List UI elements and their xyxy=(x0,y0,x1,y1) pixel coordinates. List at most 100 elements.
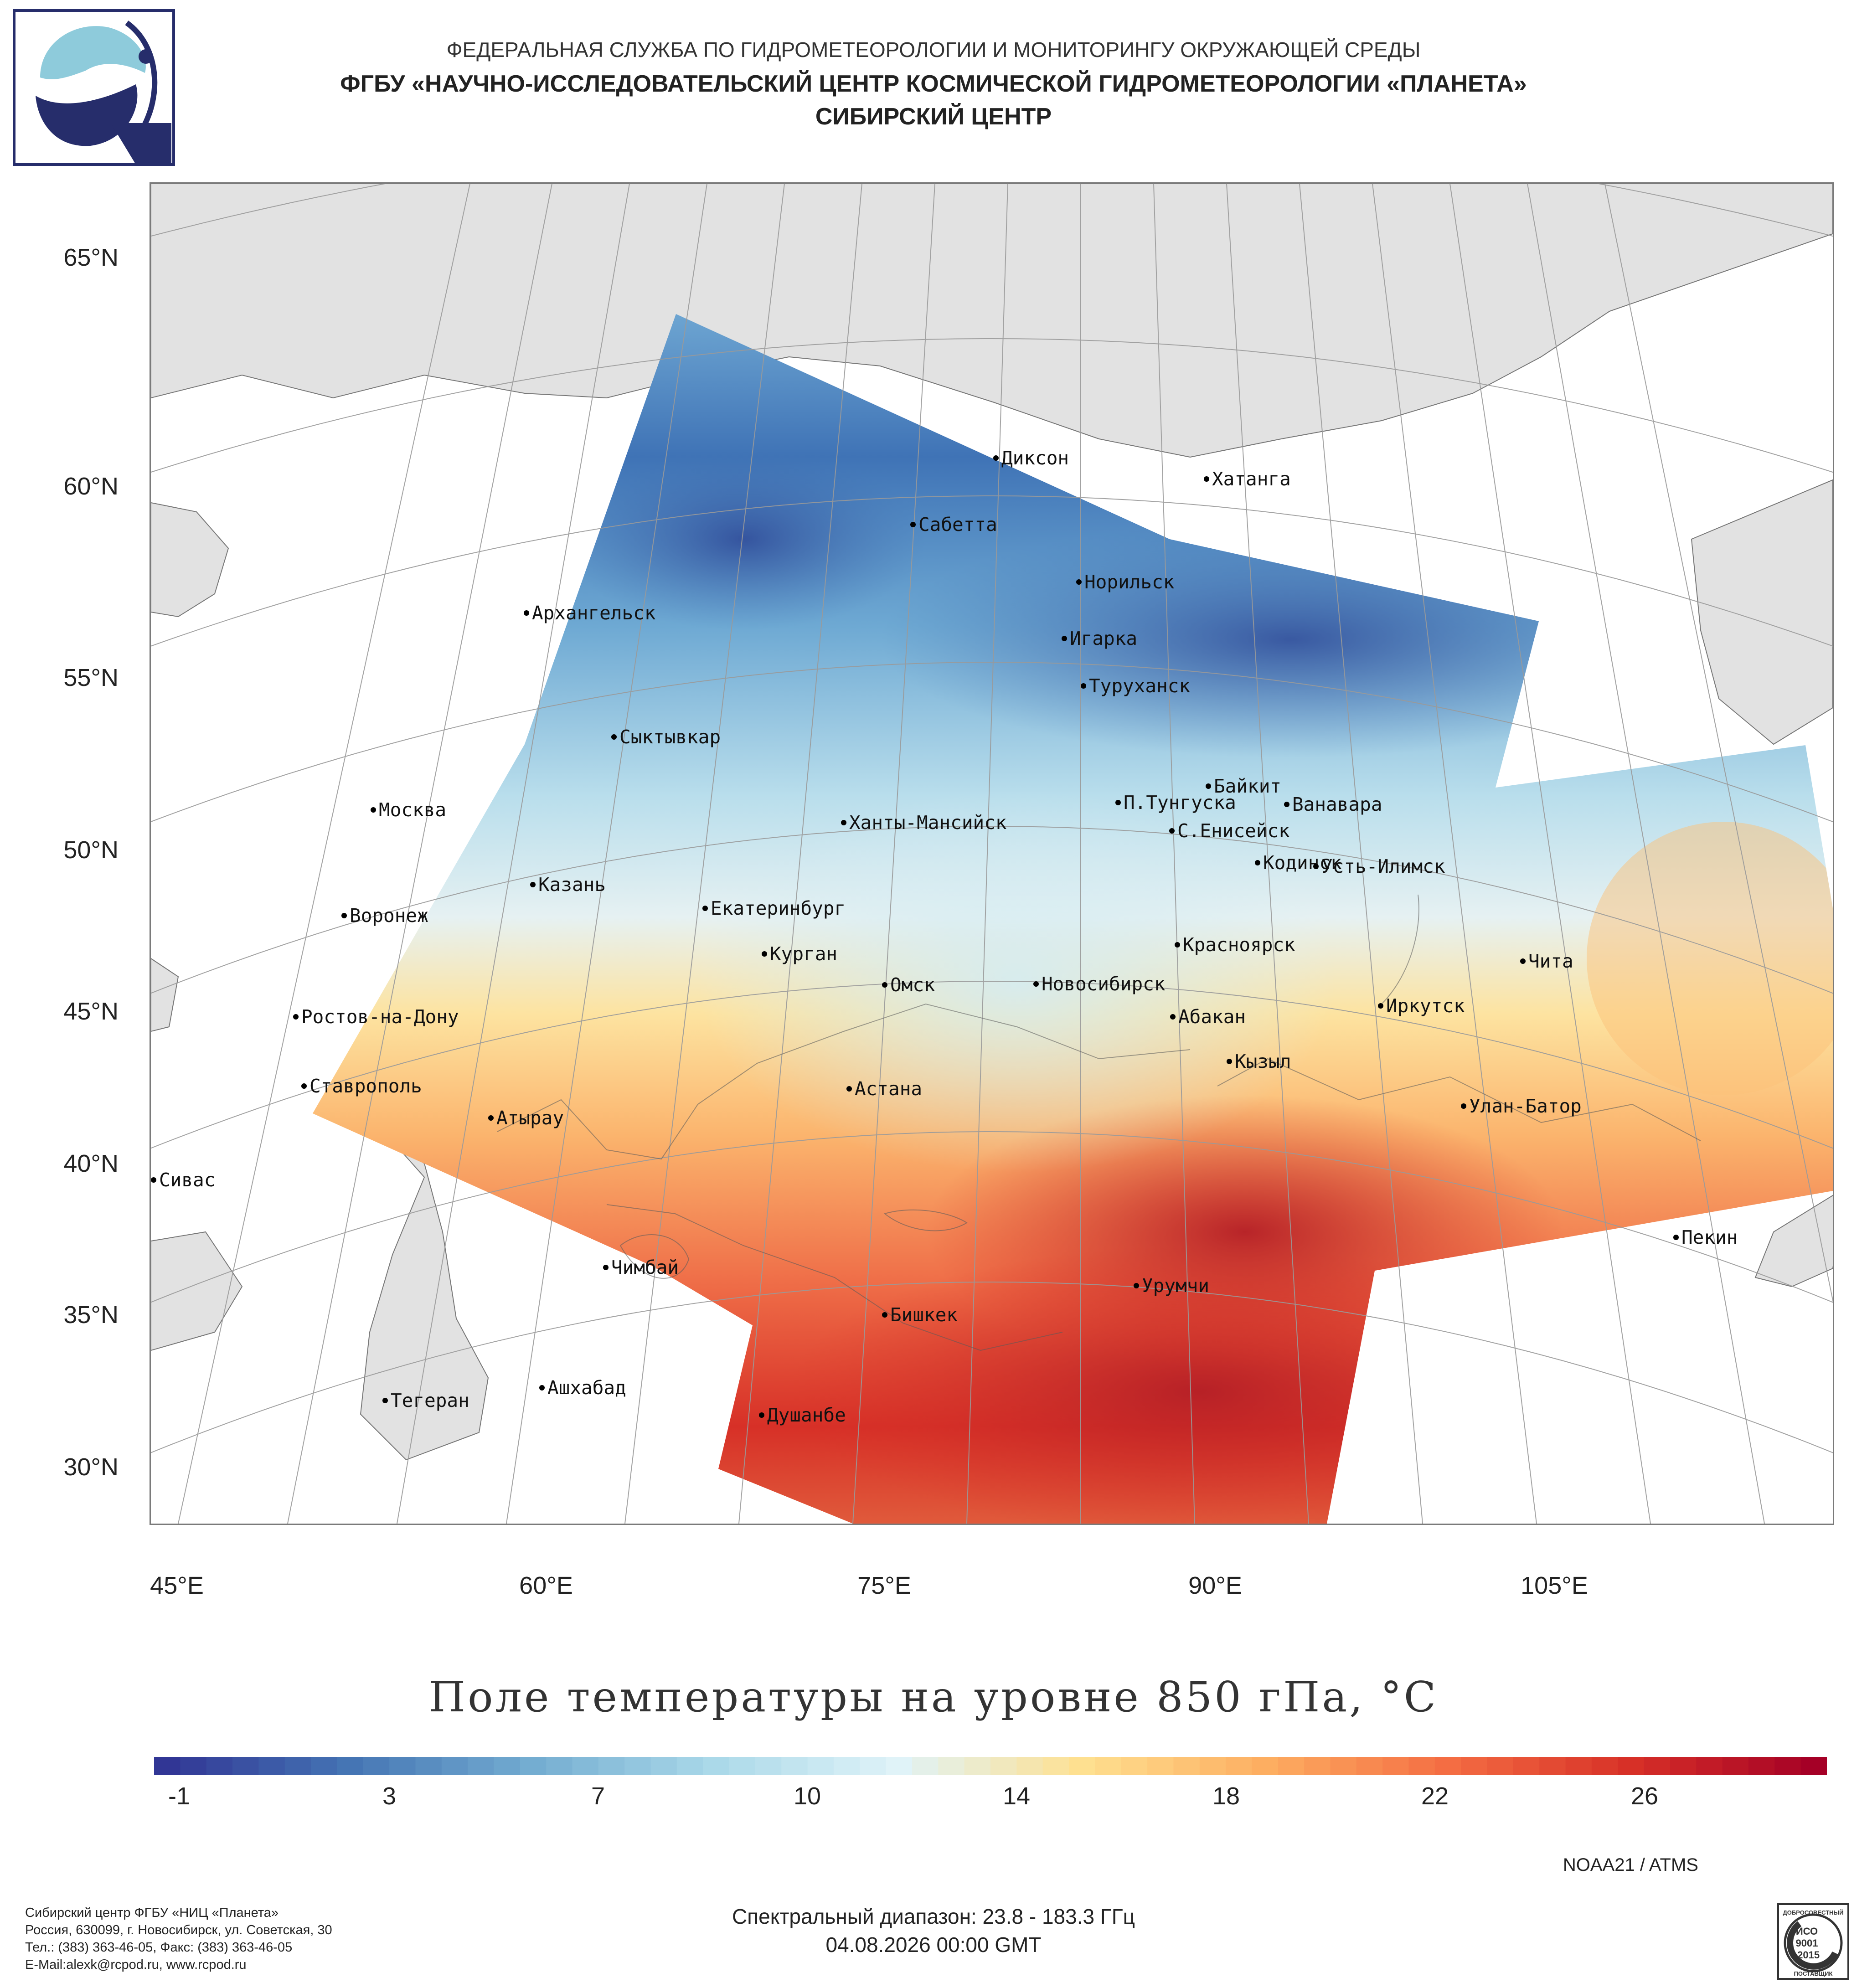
colorbar-cell xyxy=(624,1757,651,1775)
lon-label: 90°E xyxy=(1188,1572,1242,1599)
colorbar-cell xyxy=(1487,1757,1514,1775)
lat-label: 30°N xyxy=(63,1453,119,1481)
colorbar-cell xyxy=(415,1757,442,1775)
city-abakan: Абакан xyxy=(1170,1008,1246,1026)
colorbar-cell xyxy=(1513,1757,1540,1775)
colorbar-cell xyxy=(1173,1757,1200,1775)
colorbar-cell xyxy=(912,1757,939,1775)
header-center: СИБИРСКИЙ ЦЕНТР xyxy=(815,103,1052,130)
lat-label: 55°N xyxy=(63,664,119,691)
colorbar-cell xyxy=(729,1757,756,1775)
iso-badge-line3: -2015 xyxy=(1794,1949,1820,1961)
colorbar-cell xyxy=(258,1757,285,1775)
city-marker-icon xyxy=(1033,981,1039,987)
city-atyrau: Атырау xyxy=(488,1109,564,1128)
lat-label: 45°N xyxy=(63,998,119,1025)
contact-block: Сибирский центр ФГБУ «НИЦ «Планета» Росс… xyxy=(25,1904,332,1973)
colorbar-tick: 26 xyxy=(1630,1782,1659,1810)
colorbar-cell xyxy=(1618,1757,1645,1775)
colorbar-cell xyxy=(389,1757,416,1775)
iso-badge-bottom: ПОСТАВЩИК xyxy=(1794,1970,1833,1977)
city-marker-icon xyxy=(539,1385,545,1391)
colorbar-cell xyxy=(311,1757,337,1775)
colorbar-cell xyxy=(546,1757,573,1775)
city-ekaterinburg: Екатеринбург xyxy=(702,899,846,918)
city-igarka: Игарка xyxy=(1062,629,1137,648)
colorbar-cell xyxy=(1121,1757,1148,1775)
city-omsk: Омск xyxy=(882,976,935,994)
city-novosibirsk: Новосибирск xyxy=(1033,975,1166,994)
colorbar-cell xyxy=(833,1757,860,1775)
city-marker-icon xyxy=(1062,636,1067,641)
colorbar-tick: 10 xyxy=(793,1782,821,1810)
city-marker-icon xyxy=(1170,1014,1176,1020)
colorbar-cell xyxy=(964,1757,991,1775)
city-marker-icon xyxy=(530,882,536,887)
city-turukhansk: Туруханск xyxy=(1081,677,1190,695)
colorbar-cell xyxy=(441,1757,468,1775)
colorbar-tick: 7 xyxy=(591,1782,605,1810)
lat-label: 50°N xyxy=(63,836,119,864)
colorbar-cell xyxy=(676,1757,703,1775)
colorbar-cell xyxy=(1252,1757,1279,1775)
colorbar-cell xyxy=(1095,1757,1122,1775)
colorbar-tick: 22 xyxy=(1421,1782,1449,1810)
city-marker-icon xyxy=(1313,864,1319,869)
city-sabetta: Сабетта xyxy=(910,515,997,534)
colorbar-cell xyxy=(1800,1757,1827,1775)
land-layer xyxy=(151,184,1833,1461)
colorbar-cell xyxy=(284,1757,311,1775)
city-marker-icon xyxy=(1378,1003,1383,1009)
colorbar-cell xyxy=(598,1757,625,1775)
contact-line: Сибирский центр ФГБУ «НИЦ «Планета» xyxy=(25,1906,279,1920)
city-marker-icon xyxy=(371,807,376,813)
city-marker-icon xyxy=(1520,958,1526,964)
city-marker-icon xyxy=(1284,802,1289,807)
header-agency: ФЕДЕРАЛЬНАЯ СЛУЖБА ПО ГИДРОМЕТЕОРОЛОГИИ … xyxy=(446,38,1421,62)
colorbar-cell xyxy=(1042,1757,1069,1775)
city-marker-icon xyxy=(151,1177,156,1183)
colorbar-tick: -1 xyxy=(168,1782,190,1810)
city-marker-icon xyxy=(1206,783,1211,789)
colorbar-cell xyxy=(1408,1757,1435,1775)
city-marker-icon xyxy=(1204,476,1209,482)
city-urumqi: Урумчи xyxy=(1134,1277,1209,1295)
colorbar-cell xyxy=(494,1757,521,1775)
city-sivas: Сивас xyxy=(151,1171,215,1190)
colorbar-cell xyxy=(468,1757,495,1775)
colorbar-cell xyxy=(1670,1757,1697,1775)
city-marker-icon xyxy=(488,1115,494,1121)
city-khanty-mansiysk: Ханты-Мансийск xyxy=(841,814,1007,832)
city-marker-icon xyxy=(882,982,887,988)
city-kazan: Казань xyxy=(530,876,606,894)
colorbar-cell xyxy=(232,1757,259,1775)
colorbar-cell xyxy=(337,1757,364,1775)
colorbar-cell xyxy=(1461,1757,1488,1775)
lon-label: 75°E xyxy=(857,1572,911,1599)
colorbar-cell xyxy=(180,1757,207,1775)
city-irkutsk: Иркутск xyxy=(1378,997,1465,1015)
colorbar-cell xyxy=(1434,1757,1461,1775)
city-ashgabat: Ашхабад xyxy=(539,1379,626,1397)
city-s-eniseysk: С.Енисейск xyxy=(1169,822,1290,840)
city-voronezh: Воронеж xyxy=(341,906,428,925)
city-marker-icon xyxy=(603,1265,609,1270)
colorbar-cell xyxy=(1696,1757,1723,1775)
lat-label: 35°N xyxy=(63,1301,119,1329)
city-marker-icon xyxy=(1115,800,1121,805)
colorbar-cell xyxy=(520,1757,547,1775)
colorbar-cell xyxy=(1356,1757,1383,1775)
city-marker-icon xyxy=(702,906,708,911)
colorbar-cell xyxy=(1539,1757,1566,1775)
colorbar-cell xyxy=(363,1757,390,1775)
city-marker-icon xyxy=(759,1412,764,1418)
city-beijing: Пекин xyxy=(1673,1228,1738,1247)
city-marker-icon xyxy=(1169,828,1175,834)
city-khatanga: Хатанга xyxy=(1204,470,1291,489)
colorbar-cell xyxy=(807,1757,834,1775)
colorbar-cell xyxy=(860,1757,887,1775)
city-baikit: Байкит xyxy=(1206,777,1281,796)
colorbar-cell xyxy=(1226,1757,1253,1775)
city-chimbay: Чимбай xyxy=(603,1258,679,1277)
colorbar-cell xyxy=(990,1757,1017,1775)
